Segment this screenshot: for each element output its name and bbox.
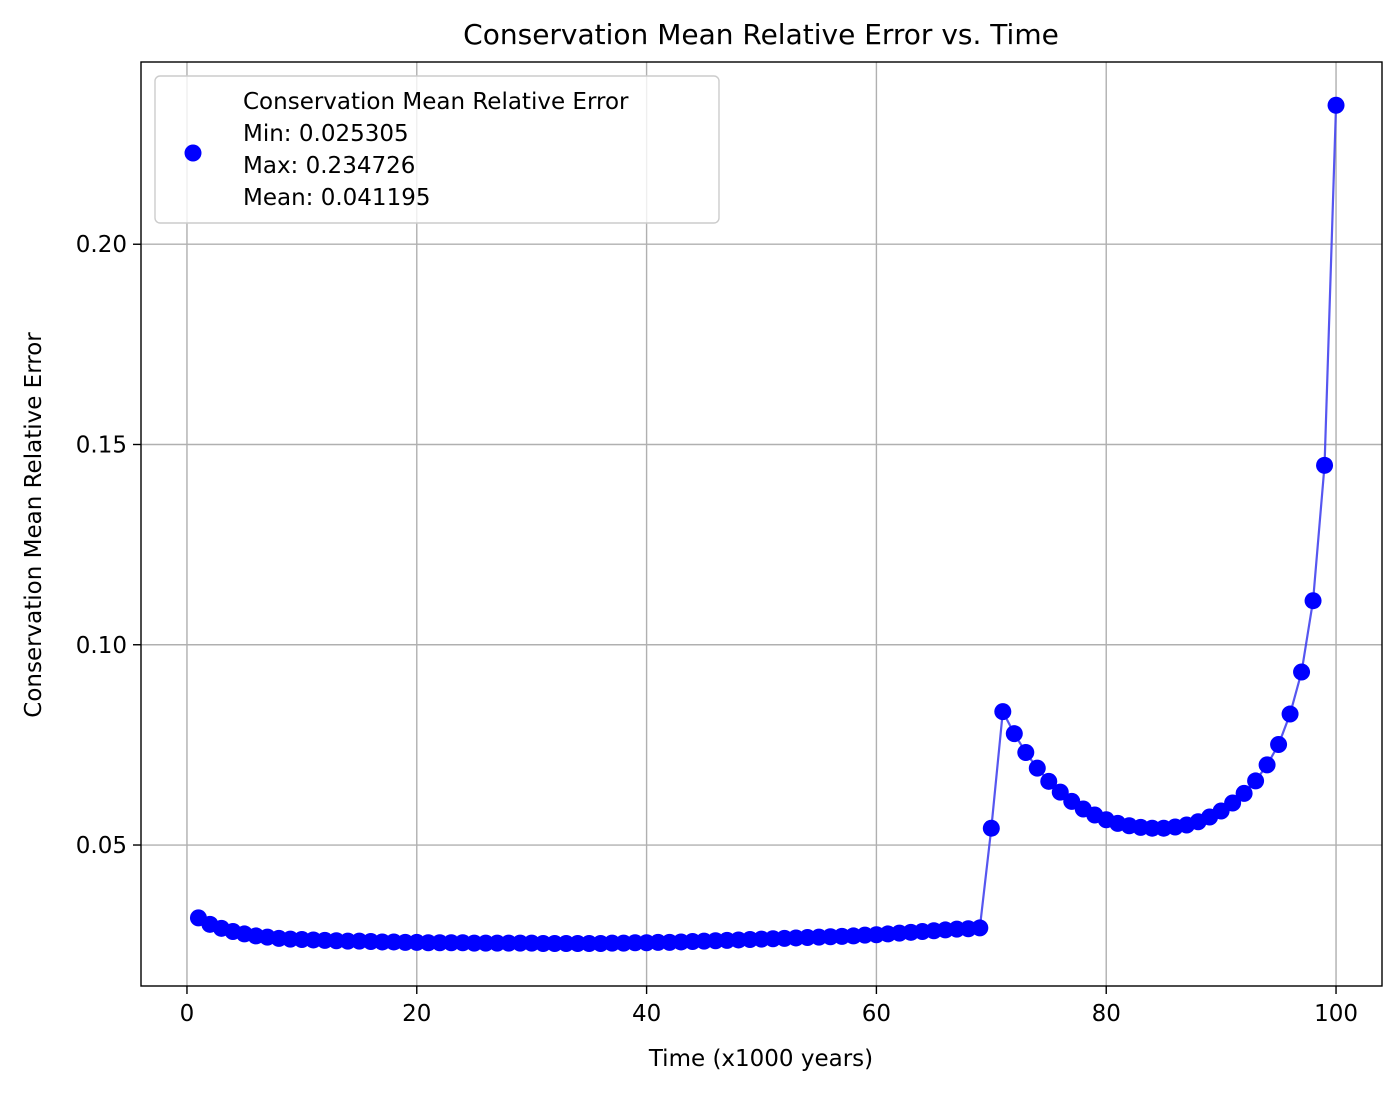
data-point <box>994 703 1012 721</box>
data-point <box>1270 735 1288 753</box>
x-axis-label: Time (x1000 years) <box>648 1046 873 1072</box>
x-tick-label: 20 <box>402 1001 431 1027</box>
data-point <box>1293 663 1311 681</box>
legend-min: Min: 0.025305 <box>243 121 409 147</box>
legend-marker <box>184 144 202 162</box>
data-point <box>1235 784 1253 802</box>
data-point <box>1051 783 1069 801</box>
y-tick-label: 0.20 <box>76 232 127 258</box>
y-axis: 0.05 0.10 0.15 0.20 <box>76 232 141 859</box>
data-point <box>1017 744 1035 761</box>
data-point <box>1304 592 1322 610</box>
x-tick-label: 60 <box>862 1001 891 1027</box>
legend: Conservation Mean Relative Error Min: 0.… <box>154 75 720 224</box>
legend-mean: Mean: 0.041195 <box>243 185 430 211</box>
x-tick-label: 40 <box>632 1001 661 1027</box>
y-axis-label: Conservation Mean Relative Error <box>21 332 47 718</box>
legend-max: Max: 0.234726 <box>243 153 415 179</box>
plot-frame <box>140 61 1383 987</box>
data-point <box>1247 772 1265 790</box>
legend-box <box>154 75 720 224</box>
series-layer <box>189 96 1345 953</box>
legend-label: Conservation Mean Relative Error <box>243 89 629 115</box>
y-tick-label: 0.05 <box>76 833 127 859</box>
data-point <box>1040 772 1058 790</box>
y-tick-label: 0.15 <box>76 432 127 458</box>
data-point <box>1281 705 1299 723</box>
x-tick-label: 80 <box>1092 1001 1121 1027</box>
data-point <box>971 919 989 937</box>
y-tick-label: 0.10 <box>76 633 127 659</box>
chart-title: Conservation Mean Relative Error vs. Tim… <box>463 18 1059 51</box>
data-point <box>1224 794 1242 812</box>
x-tick-label: 0 <box>180 1001 195 1027</box>
data-point <box>1316 456 1334 474</box>
data-point <box>1327 96 1345 114</box>
data-point <box>1258 756 1276 774</box>
x-axis: 0 20 40 60 80 100 <box>180 986 1358 1027</box>
x-tick-label: 100 <box>1314 1001 1358 1027</box>
data-point <box>1028 759 1046 777</box>
data-point <box>1005 725 1023 743</box>
data-point <box>982 819 1000 837</box>
